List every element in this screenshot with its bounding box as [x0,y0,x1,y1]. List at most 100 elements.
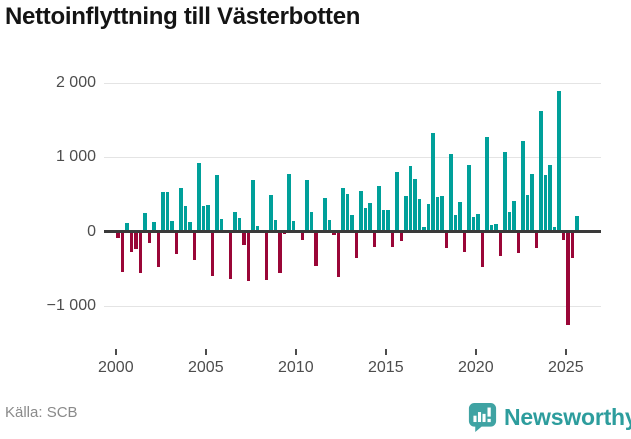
bar-2025Q2[interactable] [570,231,575,259]
bar-2007Q1[interactable] [242,231,246,246]
bar-2004Q3[interactable] [197,162,201,232]
bar-2015Q2[interactable] [390,231,395,247]
bar-2011Q4[interactable] [327,219,332,232]
bar-2010Q2[interactable] [300,231,305,240]
bar-2007Q3[interactable] [251,179,255,232]
bar-2013Q1[interactable] [350,215,354,232]
bar-2011Q1[interactable] [314,231,318,266]
bar-2020Q4[interactable] [489,225,494,232]
bar-2009Q1[interactable] [278,231,282,274]
bar-2004Q2[interactable] [192,231,197,260]
bar-2003Q3[interactable] [179,187,183,232]
bar-2020Q3[interactable] [485,137,489,232]
bar-2015Q4[interactable] [399,231,404,242]
bar-2013Q3[interactable] [359,190,363,232]
bar-2000Q4[interactable] [129,231,134,253]
bar-2012Q4[interactable] [345,193,350,232]
bar-2022Q4[interactable] [525,195,530,232]
bar-2019Q1[interactable] [458,202,462,232]
bar-2025Q3[interactable] [575,216,579,232]
bar-2006Q3[interactable] [233,211,237,232]
bar-2024Q1[interactable] [548,164,552,232]
bar-2024Q4[interactable] [561,231,566,240]
bar-2018Q4[interactable] [453,214,458,232]
bar-2023Q3[interactable] [539,111,543,232]
bar-2025Q1[interactable] [566,231,570,325]
bar-2008Q3[interactable] [269,195,273,232]
bar-2006Q2[interactable] [228,231,233,280]
bar-2016Q3[interactable] [413,178,417,232]
bar-2019Q4[interactable] [471,216,476,232]
bar-2018Q1[interactable] [440,196,444,232]
newsworthy-logo[interactable]: Newsworthy [468,402,631,433]
bar-2013Q2[interactable] [354,231,359,259]
bar-2013Q4[interactable] [363,207,368,232]
bar-2023Q4[interactable] [543,175,548,232]
bar-2008Q4[interactable] [273,219,278,232]
bar-2005Q2[interactable] [210,231,215,276]
bar-2017Q4[interactable] [435,196,440,232]
bar-2024Q2[interactable] [552,226,557,232]
bar-2019Q2[interactable] [462,231,467,252]
bar-2008Q2[interactable] [264,231,269,280]
bar-2017Q1[interactable] [422,227,426,232]
bar-2003Q1[interactable] [170,220,174,232]
bar-2014Q3[interactable] [377,186,381,232]
bar-2019Q3[interactable] [467,164,471,232]
bar-2001Q3[interactable] [143,213,147,232]
bar-2005Q4[interactable] [219,219,224,232]
bar-2009Q3[interactable] [287,173,291,232]
bar-2021Q3[interactable] [503,152,507,232]
bar-2000Q1[interactable] [116,231,120,238]
bar-2023Q1[interactable] [530,173,534,232]
bar-2012Q2[interactable] [336,231,341,278]
bar-2021Q1[interactable] [494,223,498,232]
bar-2014Q4[interactable] [381,210,386,232]
bar-2001Q4[interactable] [147,231,152,243]
bar-2022Q3[interactable] [521,141,525,232]
bar-2015Q3[interactable] [395,172,399,232]
bar-2005Q3[interactable] [215,174,219,232]
bar-2002Q4[interactable] [165,192,170,232]
bar-2024Q3[interactable] [557,91,561,232]
bar-2017Q3[interactable] [431,132,435,232]
bar-2014Q2[interactable] [372,231,377,247]
bar-2004Q1[interactable] [188,222,192,232]
bar-2003Q4[interactable] [183,206,188,232]
bar-2007Q2[interactable] [246,231,251,282]
bar-2018Q3[interactable] [449,154,453,232]
bar-2007Q4[interactable] [255,225,260,232]
bar-2000Q2[interactable] [120,231,125,272]
bar-2020Q1[interactable] [476,213,480,232]
bar-2001Q2[interactable] [138,231,143,274]
bar-2004Q4[interactable] [201,206,206,232]
bar-2022Q2[interactable] [516,231,521,254]
bar-2011Q3[interactable] [323,197,327,232]
bar-2006Q4[interactable] [237,218,242,232]
bar-2016Q4[interactable] [417,199,422,232]
bar-2002Q2[interactable] [156,231,161,267]
bar-2005Q1[interactable] [206,204,210,232]
bar-2010Q3[interactable] [305,179,309,232]
bar-2021Q4[interactable] [507,211,512,232]
bar-2016Q2[interactable] [408,165,413,232]
bar-2023Q2[interactable] [534,231,539,249]
bar-2015Q1[interactable] [386,210,390,232]
bar-2016Q1[interactable] [404,196,408,232]
bar-2020Q2[interactable] [480,231,485,267]
bar-2002Q3[interactable] [161,192,165,232]
bar-2012Q1[interactable] [332,231,336,236]
bar-2003Q2[interactable] [174,231,179,254]
bar-2012Q3[interactable] [341,187,345,232]
bar-2009Q4[interactable] [291,221,296,232]
bar-2000Q3[interactable] [125,222,129,232]
bar-2018Q2[interactable] [444,231,449,249]
bar-2022Q1[interactable] [512,200,516,232]
bar-2002Q1[interactable] [152,222,156,232]
bar-2001Q1[interactable] [134,231,138,249]
bar-2021Q2[interactable] [498,231,503,257]
bar-2017Q2[interactable] [426,204,431,232]
y-tick-label-1000: 1 000 [55,148,96,166]
bar-2010Q4[interactable] [309,211,314,232]
bar-2014Q1[interactable] [368,202,372,232]
